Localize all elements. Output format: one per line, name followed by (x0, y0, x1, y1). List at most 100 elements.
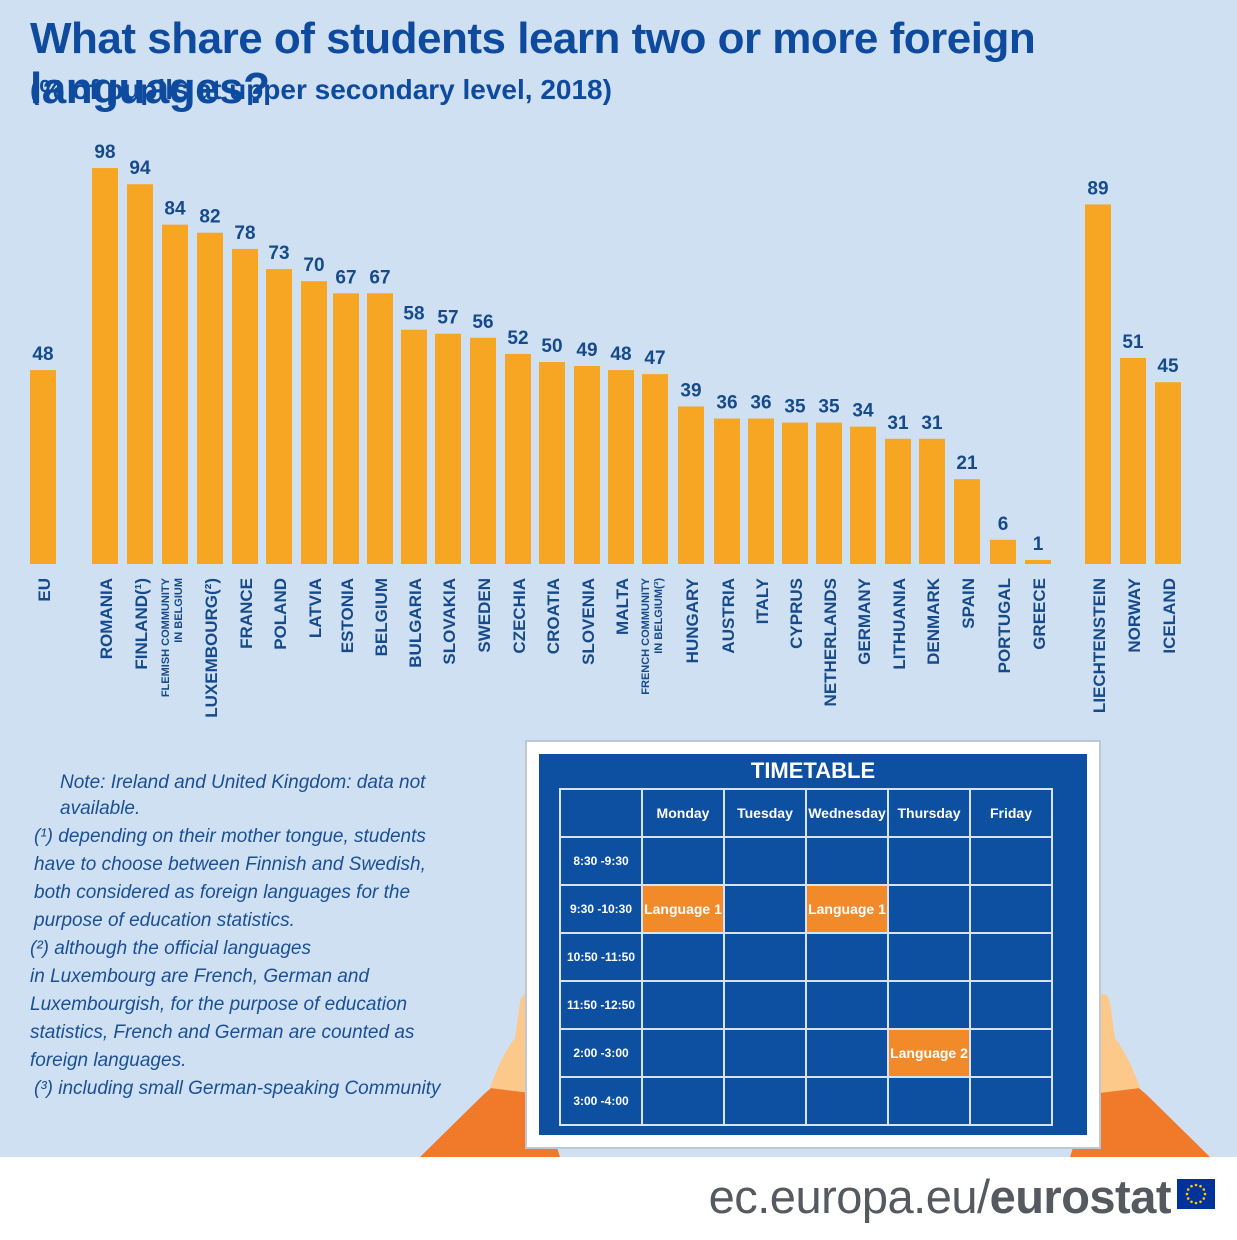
bar (367, 293, 393, 564)
note-1-line: purpose of education statistics. (34, 910, 295, 931)
timetable-cell (887, 836, 971, 886)
timetable-illustration: TIMETABLE Monday Tuesday Wednesday Thursday… (420, 738, 1210, 1157)
bar (990, 539, 1016, 564)
data-label: 49 (576, 340, 597, 361)
data-label: 36 (750, 393, 771, 414)
note-2-line: (²) although the official languages (30, 938, 311, 959)
data-label: 78 (234, 223, 255, 244)
timetable-cell (969, 884, 1053, 934)
data-label: 51 (1122, 332, 1144, 353)
time-slot-label: 11:50 -12:50 (559, 980, 643, 1030)
day-header: Tuesday (723, 788, 807, 838)
bar-chart: 48 EU 98 ROMANIA 94 FINLAND(¹) 84 FLEMISH COMMU… (30, 142, 1181, 718)
data-label: 67 (335, 267, 356, 288)
language-class-cell: Language 2 (887, 1028, 971, 1078)
data-label: 31 (887, 413, 909, 434)
timetable-cell (887, 980, 971, 1030)
tick-label: SLOVENIA (579, 578, 598, 665)
timetable-cell (723, 932, 807, 982)
data-label: 31 (921, 413, 943, 434)
bar (748, 418, 774, 564)
timetable-cell (969, 1028, 1053, 1078)
data-label: 36 (716, 393, 737, 414)
timetable-cell (805, 1028, 889, 1078)
tick-label: ROMANIA (97, 578, 116, 659)
timetable-cell (887, 1076, 971, 1126)
timetable-cell (723, 1028, 807, 1078)
tick-label: LATVIA (306, 578, 325, 638)
bar (127, 184, 153, 565)
data-label: 57 (437, 308, 458, 329)
bar (678, 406, 704, 564)
data-label: 73 (268, 243, 289, 264)
timetable-cell (969, 836, 1053, 886)
tick-label: MALTA (613, 578, 632, 635)
data-label: 6 (998, 514, 1009, 535)
note-2-line: Luxembourgish, for the purpose of educat… (30, 994, 408, 1015)
day-header: Monday (641, 788, 725, 838)
time-slot-label: 3:00 -4:00 (559, 1076, 643, 1126)
timetable-cell (805, 1076, 889, 1126)
tick-label: LUXEMBOURG(²) (202, 578, 221, 718)
timetable-cell (969, 932, 1053, 982)
bar (197, 232, 223, 564)
data-label: 48 (610, 344, 631, 365)
bar (885, 438, 911, 564)
bar (505, 353, 531, 564)
footer: ec.europa.eu/eurostat (0, 1157, 1237, 1240)
bar (1155, 382, 1181, 564)
tablet-frame: TIMETABLE Monday Tuesday Wednesday Thursday… (525, 740, 1101, 1149)
note-2-line: statistics, French and German are counte… (30, 1022, 415, 1043)
bar (954, 479, 980, 564)
footer-brand: eurostat (989, 1170, 1172, 1223)
bar (1025, 559, 1051, 564)
language-class-cell: Language 1 (641, 884, 725, 934)
tick-label: ICELAND (1160, 578, 1179, 654)
tick-label: GERMANY (855, 577, 874, 665)
bar (92, 168, 118, 564)
time-slot-label: 9:30 -10:30 (559, 884, 643, 934)
data-label: 34 (852, 401, 874, 422)
tablet-screen: TIMETABLE Monday Tuesday Wednesday Thursday… (539, 754, 1087, 1135)
data-label: 70 (303, 255, 324, 276)
data-label: 35 (784, 397, 806, 418)
tick-label: PORTUGAL (995, 578, 1014, 673)
timetable-cell (641, 836, 725, 886)
time-slot-label: 10:50 -11:50 (559, 932, 643, 982)
bar (539, 362, 565, 564)
bar (162, 224, 188, 564)
data-label: 84 (164, 199, 186, 220)
timetable-cell (723, 836, 807, 886)
note-1-line: both considered as foreign languages for… (34, 882, 411, 903)
data-label: 48 (32, 344, 53, 365)
data-label: 58 (403, 304, 424, 325)
tick-label: ITALY (753, 577, 772, 624)
timetable-cell (805, 932, 889, 982)
tick-label: SLOVAKIA (440, 578, 459, 665)
timetable-cell (805, 836, 889, 886)
footnotes: Note: Ireland and United Kingdom: data n… (30, 770, 490, 1104)
data-label: 82 (199, 207, 220, 228)
data-label: 67 (369, 267, 390, 288)
tick-label: IN BELGIUM(³) (653, 578, 665, 654)
data-label: 94 (129, 158, 151, 179)
tick-label: HUNGARY (683, 577, 702, 663)
tick-label: CYPRUS (787, 578, 806, 649)
time-slot-label: 8:30 -9:30 (559, 836, 643, 886)
tick-label: CZECHIA (510, 578, 529, 654)
tick-label: LIECHTENSTEIN (1090, 578, 1109, 713)
tick-label: SWEDEN (475, 578, 494, 653)
chart-title: What share of students learn two or more… (30, 14, 1036, 113)
bar (435, 333, 461, 564)
bar (642, 374, 668, 564)
bar (232, 248, 258, 564)
note-1-line: have to choose between Finnish and Swedi… (34, 854, 426, 875)
timetable-cell (723, 1076, 807, 1126)
day-header: Thursday (887, 788, 971, 838)
tick-label: LITHUANIA (890, 578, 909, 670)
tick-label: DENMARK (924, 577, 943, 665)
bar (1085, 204, 1111, 564)
timetable-cell (969, 1076, 1053, 1126)
footer-url[interactable]: ec.europa.eu/eurostat (709, 1169, 1172, 1224)
bar (574, 366, 600, 564)
